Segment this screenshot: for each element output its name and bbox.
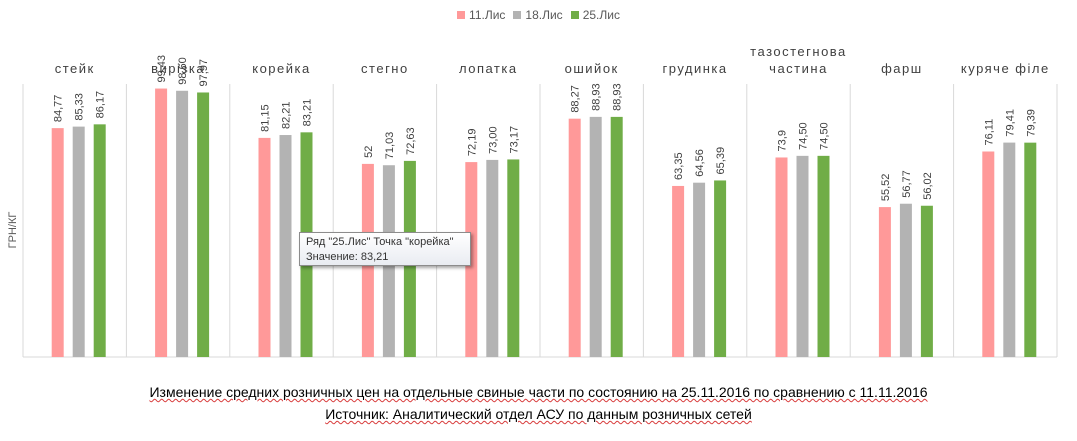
- data-label: 65,39: [715, 147, 727, 175]
- bar-25.Лис-1[interactable]: [197, 92, 210, 357]
- data-label: 73,9: [777, 130, 789, 151]
- bar-11.Лис-5[interactable]: [568, 118, 581, 358]
- chart-source: Источник: Аналитический отдел АСУ по дан…: [325, 406, 752, 422]
- bar-18.Лис-6[interactable]: [693, 182, 706, 357]
- data-label: 99,43: [156, 55, 168, 83]
- data-label: 88,93: [612, 83, 624, 111]
- data-label: 79,39: [1025, 109, 1037, 137]
- category-label: корейка: [252, 61, 311, 76]
- data-label: 85,33: [74, 93, 86, 121]
- bar-25.Лис-5[interactable]: [610, 116, 623, 357]
- category-label: фарш: [881, 61, 923, 76]
- category-label: лопатка: [458, 61, 518, 76]
- bar-25.Лис-9[interactable]: [1024, 142, 1037, 357]
- bar-18.Лис-1[interactable]: [176, 90, 189, 357]
- bar-25.Лис-0[interactable]: [93, 124, 106, 357]
- data-label: 76,11: [983, 119, 995, 146]
- legend-label: 25.Лис: [582, 8, 620, 22]
- category-label: тазостегнова частина: [750, 44, 847, 76]
- data-label: 74,50: [798, 122, 810, 150]
- data-label: 63,35: [673, 152, 685, 180]
- chart-caption: Изменение средних розничных цен на отдел…: [149, 384, 928, 400]
- bar-11.Лис-1[interactable]: [155, 88, 168, 357]
- legend-label: 18.Лис: [525, 8, 563, 22]
- data-label: 83,21: [302, 99, 314, 127]
- tooltip-value: Значение: 83,21: [306, 251, 389, 263]
- data-label: 56,77: [901, 170, 913, 198]
- bar-11.Лис-6[interactable]: [672, 185, 685, 357]
- data-label: 55,52: [880, 174, 892, 202]
- data-label: 56,02: [922, 172, 934, 200]
- legend-item[interactable]: 18.Лис: [513, 8, 563, 22]
- bar-18.Лис-0[interactable]: [72, 126, 85, 357]
- data-label: 97,97: [198, 59, 210, 87]
- data-label: 72,19: [466, 129, 478, 157]
- legend-swatch: [457, 11, 466, 19]
- category-label: куряче філе: [960, 61, 1050, 76]
- legend-swatch: [570, 11, 579, 19]
- data-label: 74,50: [819, 122, 831, 150]
- data-label: 71,03: [384, 132, 396, 160]
- y-axis-label: ГРН/КГ: [7, 211, 19, 249]
- bar-25.Лис-6[interactable]: [714, 180, 727, 357]
- bar-25.Лис-4[interactable]: [507, 159, 520, 357]
- data-label: 88,27: [570, 85, 582, 113]
- bar-11.Лис-0[interactable]: [51, 128, 64, 357]
- data-label: 84,77: [53, 95, 65, 123]
- data-label: 86,17: [95, 91, 107, 119]
- chart-legend: 11.Лис 18.Лис 25.Лис: [0, 8, 1077, 22]
- bar-18.Лис-8[interactable]: [899, 203, 912, 357]
- bar-11.Лис-2[interactable]: [258, 137, 271, 357]
- bar-18.Лис-4[interactable]: [486, 159, 499, 357]
- bar-11.Лис-7[interactable]: [775, 157, 788, 357]
- legend-item[interactable]: 25.Лис: [570, 8, 620, 22]
- bar-18.Лис-2[interactable]: [279, 135, 292, 357]
- legend-swatch: [513, 11, 522, 19]
- data-label: 73,00: [487, 126, 499, 154]
- tooltip-series-point: Ряд "25.Лис" Точка "корейка": [306, 236, 454, 248]
- data-label: 88,93: [591, 83, 603, 111]
- legend-label: 11.Лис: [469, 8, 506, 22]
- data-label: 73,17: [508, 126, 520, 154]
- bar-18.Лис-9[interactable]: [1003, 142, 1016, 357]
- category-label: ошийок: [564, 61, 619, 76]
- bar-11.Лис-9[interactable]: [982, 151, 995, 357]
- bar-11.Лис-4[interactable]: [465, 162, 478, 357]
- data-label: 81,15: [260, 104, 272, 132]
- category-label: вирізка: [151, 61, 206, 76]
- data-label: 82,21: [281, 102, 293, 130]
- data-label: 79,41: [1004, 109, 1016, 137]
- legend-item[interactable]: 11.Лис: [457, 8, 505, 22]
- data-tooltip: Ряд "25.Лис" Точка "корейка" Значение: 8…: [299, 232, 471, 266]
- category-label: грудинка: [662, 61, 728, 76]
- bar-11.Лис-8[interactable]: [878, 207, 891, 357]
- data-label: 64,56: [694, 149, 706, 177]
- bar-18.Лис-5[interactable]: [589, 116, 602, 357]
- data-label: 98,60: [177, 57, 189, 85]
- data-label: 72,63: [405, 127, 417, 155]
- bar-18.Лис-7[interactable]: [796, 155, 809, 357]
- bar-25.Лис-8[interactable]: [920, 205, 933, 357]
- category-label: стейк: [54, 61, 95, 76]
- category-label: стегно: [361, 61, 409, 76]
- bar-25.Лис-7[interactable]: [817, 155, 830, 357]
- data-label: 52: [363, 146, 375, 158]
